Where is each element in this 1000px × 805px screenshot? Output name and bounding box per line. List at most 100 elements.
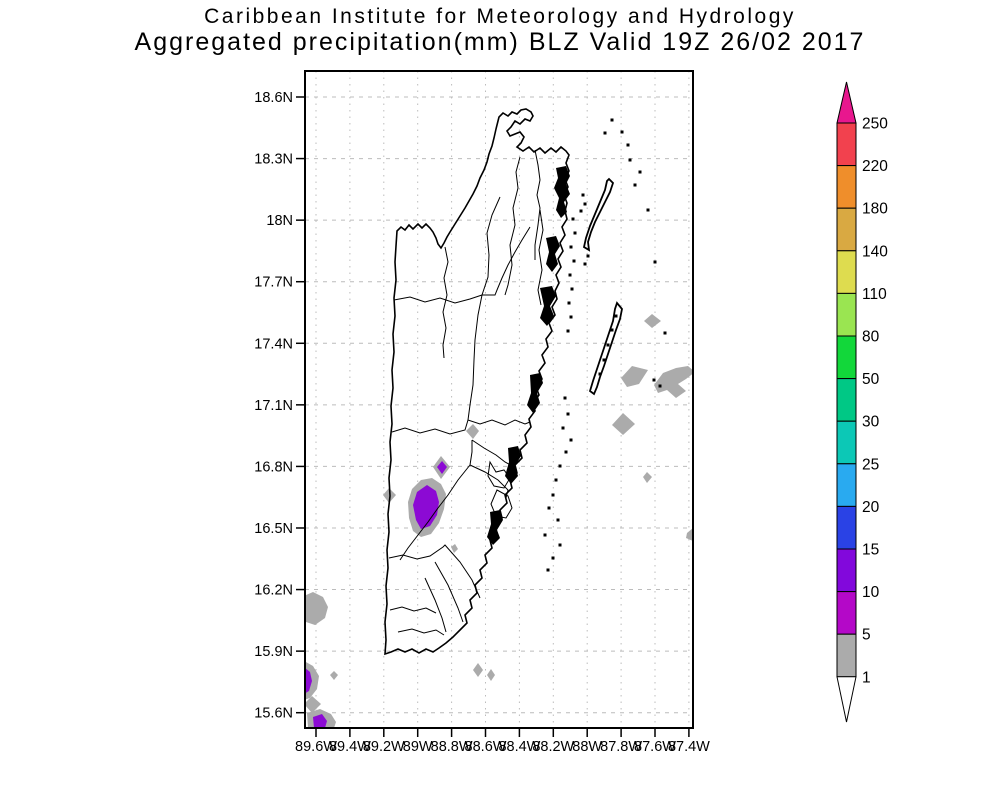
latitude-axis: 18.6N 18.3N 18N 17.7N 17.4N 17.1N 16.8N 16.5N 16… <box>254 90 305 722</box>
reef-speck <box>571 217 575 221</box>
precip-patch-1-5mm <box>612 413 635 435</box>
colorbar-tick-label: 25 <box>862 456 879 473</box>
colorbar-tick-label: 20 <box>862 499 880 516</box>
reef-speck <box>568 273 572 277</box>
lat-tick-label: 16.8N <box>254 459 293 475</box>
lon-tick-label: 87.6W <box>634 739 676 755</box>
watershed-boundary <box>399 464 471 561</box>
reef-speck <box>543 533 547 537</box>
longitude-axis: 89.6W89.4W89.2W89W88.8W88.6W88.4W88.2W88… <box>295 728 710 755</box>
reef-speck <box>614 314 618 318</box>
colorbar-segment <box>836 335 857 380</box>
lat-tick-label: 15.9N <box>254 644 293 660</box>
reef-speck <box>653 260 657 264</box>
lagoon <box>540 286 556 326</box>
lat-tick-label: 17.4N <box>254 336 293 352</box>
colorbar-tick-label: 250 <box>862 116 888 133</box>
precip-patch-10-15mm <box>313 714 327 728</box>
precip-patch-1-5mm <box>451 544 458 553</box>
colorbar-arrow-top <box>836 81 857 124</box>
lon-tick-label: 89.4W <box>329 739 371 755</box>
colorbar-segment <box>836 591 857 635</box>
precip-patch-1-5mm <box>487 669 495 681</box>
reef-speck <box>558 543 562 547</box>
lon-tick-label: 89.2W <box>363 739 405 755</box>
reef-speck <box>658 384 662 388</box>
colorbar-segment <box>836 165 857 209</box>
precip-patch-1-5mm <box>621 366 648 387</box>
reef-speck <box>583 202 587 206</box>
colorbar-tick-label: 5 <box>862 627 871 644</box>
reef-speck <box>556 518 560 522</box>
reef-speck <box>547 506 551 510</box>
lon-tick-label: 87.8W <box>600 739 642 755</box>
colorbar-tick-label: 1 <box>862 669 871 686</box>
reef-speck <box>633 183 637 187</box>
reef-speck <box>569 438 573 442</box>
reef-speck <box>610 328 614 332</box>
reef-speck <box>598 372 602 376</box>
reef-speck <box>551 556 555 560</box>
lat-tick-label: 17.1N <box>254 398 293 414</box>
precip-patch-1-5mm <box>330 671 338 680</box>
watershed-boundary <box>424 577 447 633</box>
precipitation-patches <box>305 314 693 728</box>
reef-speck <box>570 287 574 291</box>
watershed-boundary <box>442 246 449 359</box>
lon-tick-label: 89.6W <box>295 739 337 755</box>
precip-patch-1-5mm <box>686 528 693 541</box>
reef-speck <box>583 262 587 266</box>
lon-tick-label: 89W <box>403 739 433 755</box>
watershed-boundary <box>469 464 509 499</box>
precip-patch-10-15mm <box>305 667 312 694</box>
precip-patch-1-5mm <box>305 696 321 713</box>
reef-speck <box>663 331 667 335</box>
offshore-islands <box>582 177 623 396</box>
lon-tick-label: 88.8W <box>431 739 473 755</box>
reef-speck <box>610 118 614 122</box>
reef-speck <box>620 130 624 134</box>
reef-speck <box>558 464 562 468</box>
precip-patch-1-5mm <box>654 366 693 398</box>
watershed-boundary <box>487 460 511 489</box>
colorbar-segment <box>836 378 857 422</box>
colorbar-segment <box>836 292 857 337</box>
lon-tick-label: 88.4W <box>498 739 540 755</box>
reef-specks <box>543 118 667 572</box>
colorbar-segment <box>836 463 857 507</box>
reef-speck <box>554 478 558 482</box>
precip-patch-1-5mm <box>466 424 479 439</box>
precip-patch-1-5mm <box>305 592 328 625</box>
colorbar: 250 220 180 140 110 80 50 30 25 20 15 10 5 1 <box>836 81 888 723</box>
watershed-boundary <box>388 544 481 599</box>
lon-tick-label: 88W <box>572 739 602 755</box>
precip-patch-10-15mm <box>437 461 447 474</box>
lon-tick-label: 88.6W <box>465 739 507 755</box>
reef-speck <box>561 426 565 430</box>
reef-speck <box>579 209 583 213</box>
watershed-boundary <box>537 209 544 306</box>
map-frame <box>304 70 694 729</box>
reef-speck <box>564 450 568 454</box>
colorbar-segment <box>836 633 857 678</box>
precip-patch-1-5mm <box>644 314 661 328</box>
colorbar-tick-label: 220 <box>862 158 888 175</box>
lat-tick-label: 16.5N <box>254 521 293 537</box>
colorbar-segment <box>836 505 857 550</box>
colorbar-tick-label: 80 <box>862 329 880 346</box>
reef-speck <box>566 412 570 416</box>
reef-speck <box>652 378 656 382</box>
basemap <box>384 108 667 656</box>
reef-speck <box>572 259 576 263</box>
colorbar-tick-label: 180 <box>862 201 888 218</box>
belize-coastline <box>384 108 570 656</box>
reef-speck <box>646 208 650 212</box>
reef-speck <box>573 231 577 235</box>
lat-tick-label: 18N <box>266 213 293 229</box>
reef-speck <box>628 158 632 162</box>
watershed-boundary <box>482 226 531 296</box>
reef-speck <box>638 170 642 174</box>
ambergris-caye <box>582 177 615 252</box>
watershed-boundary <box>534 149 541 260</box>
